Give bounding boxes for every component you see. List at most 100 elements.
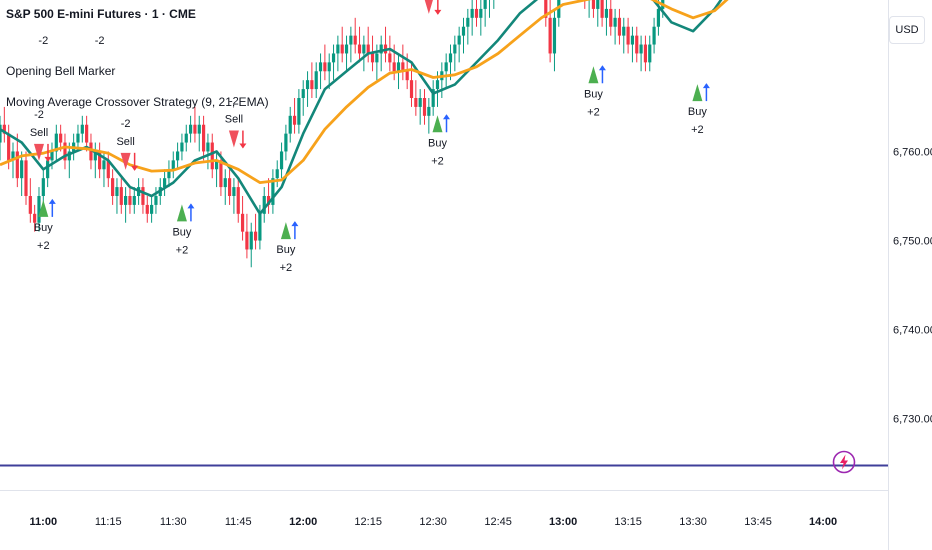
buy-signal: Buy +2 — [428, 114, 451, 167]
ema-line-ema-9 — [0, 0, 723, 216]
buy-arrow-head — [702, 83, 710, 89]
candle-body — [266, 196, 271, 205]
currency-button[interactable]: USD — [889, 16, 925, 44]
candle-body — [132, 196, 136, 205]
candle-body — [271, 178, 275, 205]
candle-body — [188, 124, 193, 134]
signals-layer: Sell -2 Buy +2 Sell -2 Buy +2 Sell -2 Buy +2 Sell Buy… — [30, 0, 710, 274]
candle-body — [28, 196, 32, 214]
indicator-opening-bell[interactable]: Opening Bell Marker — [6, 64, 116, 78]
candle-body — [357, 44, 362, 54]
candle — [588, 0, 590, 18]
candle — [344, 35, 349, 72]
candle-body — [219, 160, 223, 188]
price-tick-label: 6,750.00 — [893, 236, 932, 248]
candle — [444, 53, 448, 90]
candle-body — [422, 98, 427, 116]
sell-qty-label: -2 — [95, 35, 105, 47]
candle — [331, 44, 336, 81]
price-axis[interactable]: 6,760.00 6,750.00 6,740.00 6,730.00 — [893, 146, 932, 425]
candle-body — [141, 187, 145, 205]
candle — [54, 124, 58, 161]
candle — [132, 187, 136, 214]
candle — [262, 187, 266, 223]
candle-body — [167, 169, 171, 179]
candle-body — [154, 196, 158, 205]
candle-body — [50, 151, 54, 161]
candle-body — [67, 151, 71, 161]
candle-body — [366, 44, 370, 54]
candle — [266, 178, 271, 214]
candle-body — [435, 80, 440, 90]
buy-triangle — [692, 84, 703, 102]
candle — [493, 0, 495, 9]
candle — [626, 17, 630, 54]
candle-body — [37, 196, 41, 223]
candle-body — [401, 62, 405, 72]
candle-body — [63, 142, 67, 161]
candle-body — [210, 142, 214, 170]
candle — [422, 89, 427, 125]
candle-body — [479, 8, 483, 18]
candle — [111, 169, 115, 205]
candle — [310, 62, 314, 98]
candle-body — [54, 133, 58, 152]
candle — [46, 160, 50, 188]
candle-body — [375, 53, 379, 63]
candle-body — [340, 44, 344, 54]
candle-body — [262, 196, 266, 214]
candle — [414, 80, 418, 116]
lightning-bolt-icon[interactable] — [832, 450, 856, 474]
candle-body — [128, 196, 132, 205]
candle-body — [609, 8, 613, 27]
sell-label: Sell — [30, 127, 48, 139]
candle — [124, 187, 128, 223]
candle-body — [552, 17, 557, 54]
candle-body — [236, 187, 240, 214]
candle — [630, 26, 635, 63]
time-tick-label: 13:00 — [549, 516, 577, 528]
buy-signal: Buy +2 — [688, 83, 710, 136]
candle — [288, 106, 292, 143]
candle-body — [98, 151, 102, 170]
candle — [323, 44, 327, 81]
candle-body — [119, 187, 123, 205]
candle-body — [427, 106, 431, 116]
candle-body — [59, 133, 63, 143]
candle-body — [76, 133, 80, 143]
candle — [150, 196, 154, 223]
candle-body — [15, 151, 19, 179]
buy-qty: +2 — [431, 155, 444, 167]
candle — [375, 44, 379, 81]
candle — [613, 8, 617, 45]
candle — [479, 0, 483, 36]
candle — [2, 106, 6, 143]
candle — [284, 124, 288, 161]
candle — [171, 151, 175, 179]
indicator-ma-crossover[interactable]: Moving Average Crossover Strategy (9, 21… — [6, 95, 269, 109]
symbol-title[interactable]: S&P 500 E-mini Futures · 1 · CME — [6, 7, 196, 21]
candle-body — [249, 231, 253, 250]
candle — [145, 196, 149, 223]
sell-triangle — [33, 143, 44, 161]
candle — [488, 0, 490, 18]
candle-body — [0, 124, 2, 143]
time-axis[interactable]: 11:00 11:15 11:30 11:45 12:00 12:15 12:30 12:45… — [30, 516, 838, 528]
candle — [0, 115, 2, 161]
candle — [106, 151, 110, 188]
candle-body — [318, 62, 323, 72]
candle — [604, 0, 609, 36]
sell-qty: -2 — [34, 109, 44, 121]
candle-body — [163, 178, 167, 188]
buy-signal: Buy +2 — [172, 203, 195, 256]
candle — [115, 178, 119, 214]
candle — [617, 8, 622, 45]
candle-body — [184, 133, 188, 143]
candle-body — [548, 17, 552, 54]
candle — [210, 133, 214, 179]
candle — [336, 35, 340, 72]
candle-body — [409, 80, 414, 98]
candle-body — [197, 124, 201, 134]
buy-qty: +2 — [587, 106, 600, 118]
